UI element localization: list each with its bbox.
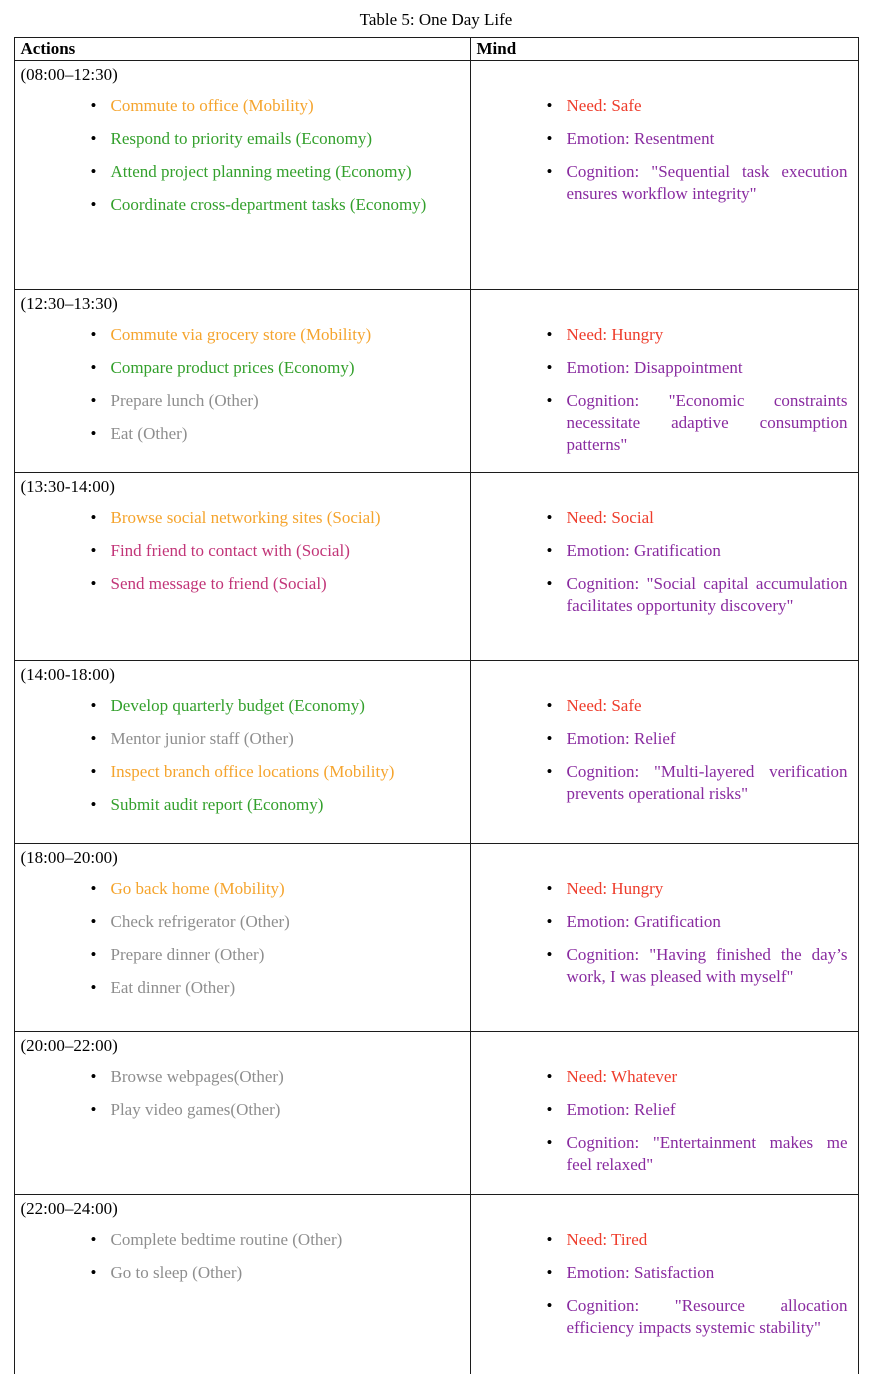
actions-cell: (14:00-18:00) Develop quarterly budget (E… [13,660,471,844]
actions-cell: (08:00–12:30) Commute to office (Mobility… [13,60,471,290]
action-item: Commute via grocery store (Mobility) [91,324,460,346]
mind-list: Need: Hungry Emotion: Disappointment Cogni… [477,324,848,456]
action-list: Browse social networking sites (Social) F… [21,507,460,595]
table-row: (13:30-14:00) Browse social networking si… [13,472,859,661]
mind-cell: Need: Hungry Emotion: Disappointment Cogni… [469,289,859,473]
mind-list: Need: Hungry Emotion: Gratification Cognit… [477,878,848,988]
table-row: (08:00–12:30) Commute to office (Mobility… [13,60,859,290]
mind-item: Emotion: Relief [547,728,848,750]
action-list: Commute via grocery store (Mobility) Comp… [21,324,460,445]
action-item: Eat dinner (Other) [91,977,460,999]
table-row: (18:00–20:00) Go back home (Mobility) Chec… [13,843,859,1032]
header-row: Actions Mind [13,37,859,61]
mind-item: Cognition: "Sequential task execution en… [547,161,848,205]
action-item: Attend project planning meeting (Economy… [91,161,460,183]
action-item: Commute to office (Mobility) [91,95,460,117]
mind-cell: Need: Whatever Emotion: Relief Cognition: … [469,1031,859,1195]
action-list: Go back home (Mobility) Check refrigerato… [21,878,460,999]
mind-cell: Need: Tired Emotion: Satisfaction Cognitio… [469,1194,859,1374]
action-list: Develop quarterly budget (Economy) Mentor… [21,695,460,816]
mind-item: Need: Safe [547,695,848,717]
action-list: Browse webpages(Other) Play video games(O… [21,1066,460,1121]
mind-item: Need: Hungry [547,878,848,900]
actions-cell: (13:30-14:00) Browse social networking si… [13,472,471,661]
mind-cell: Need: Social Emotion: Gratification Cognit… [469,472,859,661]
mind-item: Cognition: "Having finished the day’s wo… [547,944,848,988]
mind-list: Need: Tired Emotion: Satisfaction Cognitio… [477,1229,848,1339]
action-item: Find friend to contact with (Social) [91,540,460,562]
action-item: Develop quarterly budget (Economy) [91,695,460,717]
action-item: Prepare lunch (Other) [91,390,460,412]
mind-list: Need: Safe Emotion: Relief Cognition: "Mul… [477,695,848,805]
mind-item: Emotion: Satisfaction [547,1262,848,1284]
action-item: Submit audit report (Economy) [91,794,460,816]
table-row: (12:30–13:30) Commute via grocery store (… [13,289,859,473]
mind-item: Emotion: Resentment [547,128,848,150]
time-range-label: (18:00–20:00) [20,848,118,867]
action-item: Coordinate cross-department tasks (Econo… [91,194,460,216]
time-range-label: (20:00–22:00) [20,1036,118,1055]
mind-item: Emotion: Gratification [547,540,848,562]
table-body: (08:00–12:30) Commute to office (Mobility… [13,60,859,1374]
action-item: Browse webpages(Other) [91,1066,460,1088]
mind-item: Emotion: Relief [547,1099,848,1121]
mind-cell: Need: Hungry Emotion: Gratification Cognit… [469,843,859,1032]
mind-item: Cognition: "Social capital accumulation … [547,573,848,617]
mind-item: Cognition: "Entertainment makes me feel … [547,1132,848,1176]
mind-item: Need: Hungry [547,324,848,346]
action-item: Prepare dinner (Other) [91,944,460,966]
action-item: Check refrigerator (Other) [91,911,460,933]
action-item: Respond to priority emails (Economy) [91,128,460,150]
action-item: Inspect branch office locations (Mobilit… [91,761,460,783]
time-range-label: (13:30-14:00) [20,477,115,496]
mind-cell: Need: Safe Emotion: Relief Cognition: "Mul… [469,660,859,844]
action-item: Go to sleep (Other) [91,1262,460,1284]
mind-item: Emotion: Gratification [547,911,848,933]
time-range-label: (14:00-18:00) [20,665,115,684]
time-range-label: (12:30–13:30) [20,294,118,313]
mind-item: Need: Social [547,507,848,529]
table-row: (14:00-18:00) Develop quarterly budget (E… [13,660,859,844]
mind-list: Need: Social Emotion: Gratification Cognit… [477,507,848,617]
action-item: Complete bedtime routine (Other) [91,1229,460,1251]
actions-cell: (22:00–24:00) Complete bedtime routine (O… [13,1194,471,1374]
column-header-actions: Actions [13,37,471,61]
action-item: Compare product prices (Economy) [91,357,460,379]
mind-item: Cognition: "Multi-layered verification p… [547,761,848,805]
mind-item: Emotion: Disappointment [547,357,848,379]
table-row: (20:00–22:00) Browse webpages(Other) Play … [13,1031,859,1195]
mind-item: Cognition: "Economic constraints necessi… [547,390,848,456]
mind-item: Cognition: "Resource allocation efficien… [547,1295,848,1339]
action-item: Play video games(Other) [91,1099,460,1121]
action-item: Send message to friend (Social) [91,573,460,595]
column-header-mind: Mind [469,37,859,61]
mind-cell: Need: Safe Emotion: Resentment Cognition: … [469,60,859,290]
table-caption: Table 5: One Day Life [359,10,513,29]
mind-item: Need: Tired [547,1229,848,1251]
table-row: (22:00–24:00) Complete bedtime routine (O… [13,1194,859,1374]
action-item: Eat (Other) [91,423,460,445]
actions-cell: (18:00–20:00) Go back home (Mobility) Chec… [13,843,471,1032]
action-item: Mentor junior staff (Other) [91,728,460,750]
time-range-label: (08:00–12:30) [20,65,118,84]
mind-item: Need: Whatever [547,1066,848,1088]
action-list: Commute to office (Mobility) Respond to p… [21,95,460,216]
action-item: Browse social networking sites (Social) [91,507,460,529]
time-range-label: (22:00–24:00) [20,1199,118,1218]
action-list: Complete bedtime routine (Other) Go to sl… [21,1229,460,1284]
actions-cell: (20:00–22:00) Browse webpages(Other) Play … [13,1031,471,1195]
mind-item: Need: Safe [547,95,848,117]
action-item: Go back home (Mobility) [91,878,460,900]
mind-list: Need: Whatever Emotion: Relief Cognition: … [477,1066,848,1176]
mind-list: Need: Safe Emotion: Resentment Cognition: … [477,95,848,205]
one-day-life-table: Actions Mind (08:00–12:30) Commute to off… [13,37,859,1374]
actions-cell: (12:30–13:30) Commute via grocery store (… [13,289,471,473]
